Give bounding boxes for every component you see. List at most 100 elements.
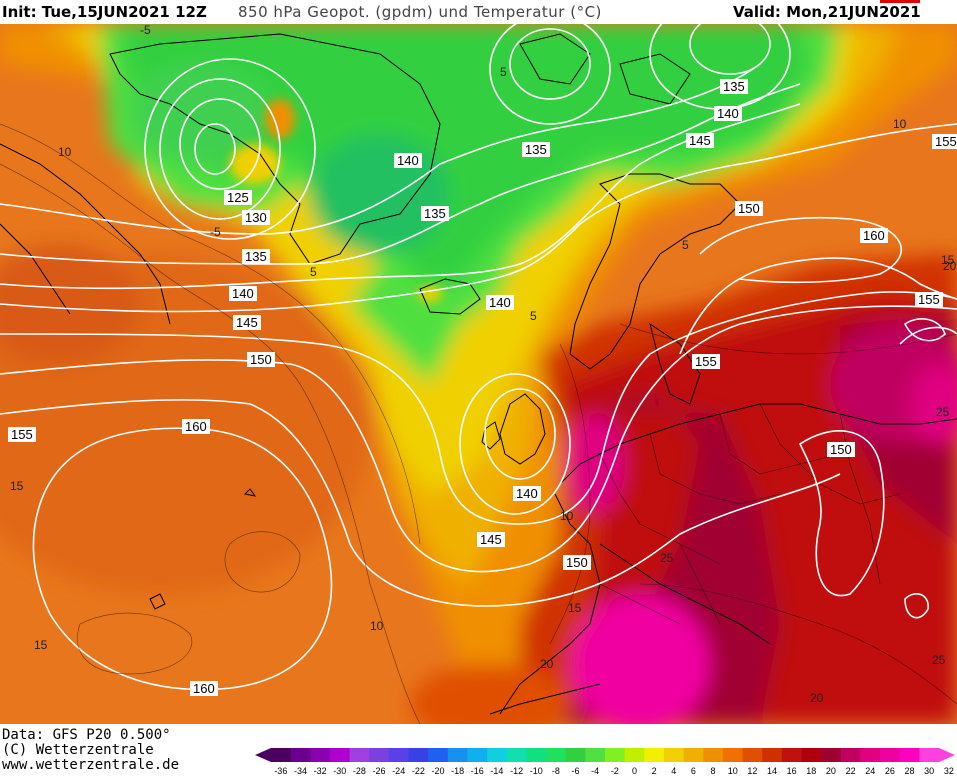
colorbar-cell bbox=[428, 748, 449, 762]
init-time: Init: Tue,15JUN2021 12Z bbox=[2, 3, 207, 21]
colorbar-cell bbox=[624, 748, 645, 762]
colorbar-tick-label: 18 bbox=[806, 766, 816, 776]
colorbar-cell bbox=[605, 748, 626, 762]
colorbar-cell bbox=[860, 748, 881, 762]
svg-text:155: 155 bbox=[935, 134, 957, 149]
svg-text:10: 10 bbox=[370, 619, 384, 633]
colorbar-tick-label: -16 bbox=[471, 766, 484, 776]
colorbar-tick-label: -14 bbox=[490, 766, 503, 776]
label-150: 150 bbox=[563, 555, 591, 570]
svg-text:155: 155 bbox=[695, 354, 717, 369]
colorbar-tick-label: 12 bbox=[747, 766, 757, 776]
colorbar-cell bbox=[329, 748, 351, 762]
colorbar-tick-label: -26 bbox=[373, 766, 386, 776]
label-140: 140 bbox=[394, 153, 422, 168]
colorbar-cell bbox=[683, 748, 704, 762]
svg-text:145: 145 bbox=[236, 315, 258, 330]
label-160: 160 bbox=[860, 228, 888, 243]
label-155: 155 bbox=[915, 292, 943, 307]
colorbar-cell bbox=[290, 748, 311, 762]
svg-text:150: 150 bbox=[830, 442, 852, 457]
colorbar-tick-label: 20 bbox=[826, 766, 836, 776]
svg-text:20: 20 bbox=[943, 259, 957, 273]
colorbar-cell bbox=[899, 748, 920, 762]
colorbar-tick-label: -2 bbox=[611, 766, 619, 776]
svg-text:140: 140 bbox=[489, 295, 511, 310]
svg-text:125: 125 bbox=[227, 190, 249, 205]
colorbar-cell bbox=[349, 748, 370, 762]
colorbar-tick-label: -32 bbox=[314, 766, 327, 776]
iceland-coast bbox=[419, 278, 481, 315]
colorbar-cell bbox=[722, 748, 744, 762]
label-150: 150 bbox=[735, 201, 763, 216]
colorbar-tick-label: 8 bbox=[711, 766, 716, 776]
label-125: 125 bbox=[224, 190, 252, 205]
colorbar-cell bbox=[840, 748, 861, 762]
colorbar-cell bbox=[762, 748, 783, 762]
colorbar-ticks: -36 -34 -32 -30 -28 -26 -24 -22 -20 -18 -16 -14 -12-… bbox=[274, 766, 954, 776]
svg-text:25: 25 bbox=[932, 653, 946, 667]
geopotential-labels: 125 130 135 135 135 140 140 140 140 140 … bbox=[8, 79, 957, 696]
svg-text:15: 15 bbox=[568, 601, 582, 615]
svg-text:-5: -5 bbox=[140, 24, 151, 37]
label-135: 135 bbox=[242, 249, 270, 264]
svg-text:135: 135 bbox=[525, 142, 547, 157]
svg-text:140: 140 bbox=[232, 286, 254, 301]
svg-text:135: 135 bbox=[245, 249, 267, 264]
colorbar-tick-label: -4 bbox=[591, 766, 599, 776]
colorbar-tick-label: -10 bbox=[530, 766, 543, 776]
colorbar-tick-label: 26 bbox=[885, 766, 895, 776]
colorbar-tick-label: 22 bbox=[846, 766, 856, 776]
colorbar-cell bbox=[821, 748, 842, 762]
colorbar-tick-label: 24 bbox=[865, 766, 875, 776]
colorbar-tick-label: -36 bbox=[274, 766, 287, 776]
label-150: 150 bbox=[247, 352, 275, 367]
svg-text:10: 10 bbox=[58, 145, 72, 159]
svg-text:25: 25 bbox=[936, 405, 950, 419]
svg-text:140: 140 bbox=[516, 486, 538, 501]
svg-text:10: 10 bbox=[893, 117, 907, 131]
colorbar-tick-label: 0 bbox=[632, 766, 637, 776]
label-160: 160 bbox=[190, 681, 218, 696]
label-140: 140 bbox=[486, 295, 514, 310]
colorbar-tick-label: 6 bbox=[691, 766, 696, 776]
colorbar-cell bbox=[801, 748, 822, 762]
temperature-labels: -5 10 10 -5 5 5 10 15 15 15 20 20 25 25 … bbox=[10, 24, 957, 705]
colorbar-cell bbox=[585, 748, 606, 762]
svg-text:15: 15 bbox=[10, 479, 24, 493]
colorbar-tick-label: -6 bbox=[572, 766, 580, 776]
colorbar-cell bbox=[703, 748, 724, 762]
country-borders bbox=[599, 403, 901, 625]
colorbar-tick-label: -24 bbox=[392, 766, 405, 776]
temperature-isolines bbox=[0, 123, 957, 724]
colorbar-tick-label: -18 bbox=[451, 766, 464, 776]
colorbar-cell bbox=[919, 748, 940, 762]
label-130: 130 bbox=[242, 210, 270, 225]
warm-pockets bbox=[230, 99, 442, 302]
colorbar-cell bbox=[526, 748, 547, 762]
copyright: (C) Wetterzentrale bbox=[2, 742, 154, 758]
colorbar-cell bbox=[644, 748, 665, 762]
website-url: www.wetterzentrale.de bbox=[2, 757, 180, 773]
credits: Data: GFS P20 0.500° (C) Wetterzentrale … bbox=[2, 728, 179, 773]
colorbar-cell bbox=[310, 748, 331, 762]
svg-text:150: 150 bbox=[566, 555, 588, 570]
colorbar-cell bbox=[487, 748, 508, 762]
colorbar-cell bbox=[369, 748, 390, 762]
colorbar-tick-label: 4 bbox=[671, 766, 676, 776]
label-140: 140 bbox=[513, 486, 541, 501]
colorbar-tick-label: -8 bbox=[552, 766, 560, 776]
label-135: 135 bbox=[720, 79, 748, 94]
greenland-coast bbox=[109, 33, 441, 265]
colorbar-tick-label: 16 bbox=[787, 766, 797, 776]
svg-text:5: 5 bbox=[500, 65, 507, 79]
svg-text:145: 145 bbox=[689, 133, 711, 148]
colorbar-cell bbox=[880, 748, 901, 762]
red-accent-mark bbox=[880, 0, 920, 3]
colorbar-max-arrow bbox=[939, 748, 955, 762]
svg-text:135: 135 bbox=[424, 206, 446, 221]
label-155: 155 bbox=[932, 134, 957, 149]
label-140: 140 bbox=[229, 286, 257, 301]
label-145: 145 bbox=[233, 315, 261, 330]
svg-text:15: 15 bbox=[941, 253, 955, 267]
